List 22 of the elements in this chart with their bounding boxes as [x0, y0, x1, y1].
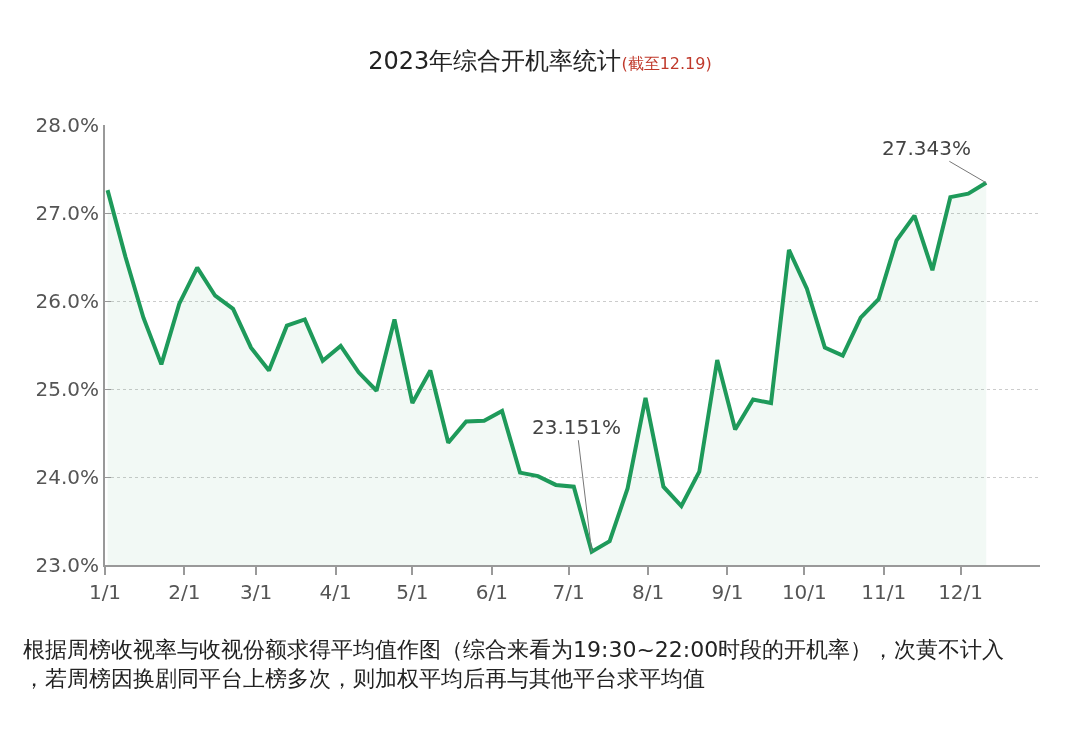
- text: 根据周榜收视率与收视份额求得平均值作图（综合来看为19:30~22:00时段的开机率），次黄不计入，若周榜因换剧同平台上榜多次，则加权平均后再与其他平台求平均值: [23, 637, 1005, 691]
- x-tick-label: 9/1: [711, 580, 744, 604]
- y-tick-label: 23.0%: [35, 553, 99, 577]
- x-tick-label: 7/1: [552, 580, 585, 604]
- annotation: 27.343%: [882, 136, 971, 160]
- chart-subtitle: (截至12.19): [621, 54, 712, 74]
- x-tick-label: 8/1: [631, 580, 665, 604]
- y-tick-label: 26.0%: [35, 289, 99, 313]
- x-tick-label: 12/1: [938, 580, 984, 604]
- y-tick-label: 27.0%: [35, 201, 99, 225]
- y-tick-label: 24.0%: [35, 465, 99, 489]
- x-tick-label: 10/1: [781, 580, 827, 604]
- x-tick-label: 2/1: [168, 580, 201, 604]
- x-tick-label: 3/1: [240, 580, 273, 604]
- annotation: 23.151%: [532, 415, 621, 439]
- x-tick-label: 6/1: [475, 580, 508, 604]
- x-tick-label: 1/1: [88, 580, 122, 604]
- x-tick-label: 5/1: [396, 580, 429, 604]
- y-tick-label: 25.0%: [35, 377, 99, 401]
- x-tick-label: 11/1: [861, 580, 907, 604]
- x-tick-label: 4/1: [319, 580, 352, 604]
- y-tick-label: 28.0%: [35, 113, 99, 137]
